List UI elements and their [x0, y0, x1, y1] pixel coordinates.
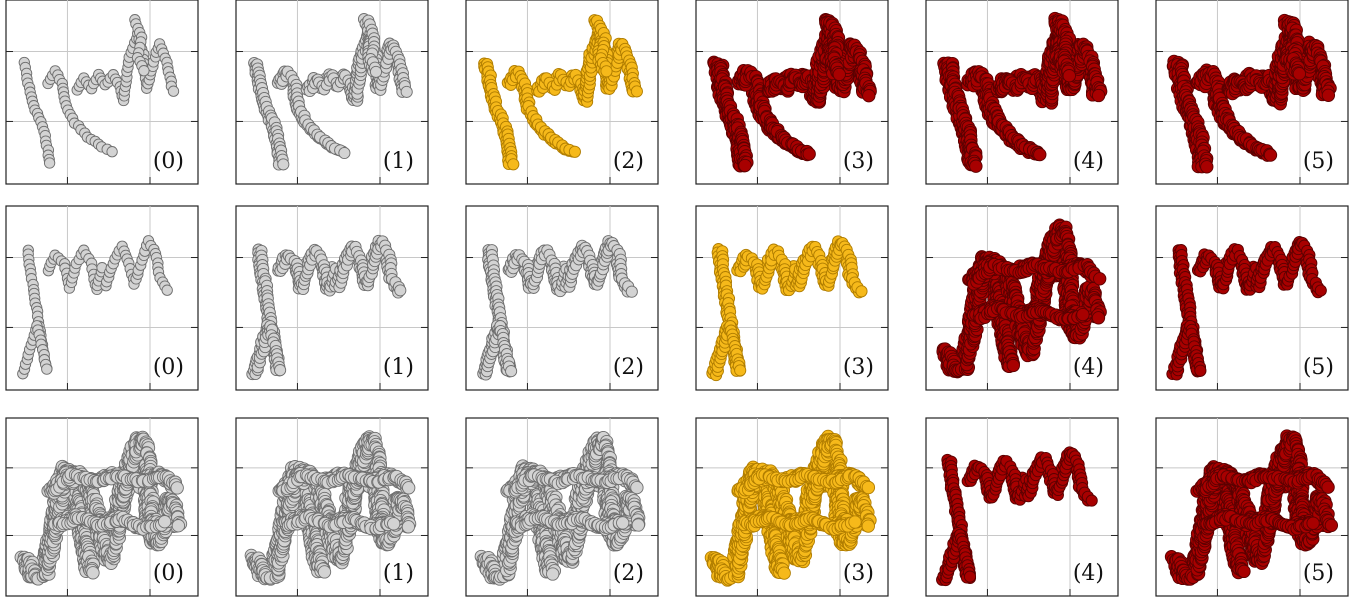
scatter-point [1006, 358, 1020, 373]
panel-frame [5, 0, 199, 185]
scatter-point [1091, 88, 1106, 103]
scatter-point [507, 158, 520, 171]
panel-row1-col3: (3) [695, 205, 889, 391]
panel-label: (4) [1073, 149, 1104, 174]
scatter-point [568, 145, 581, 158]
scatter-point [1062, 69, 1076, 83]
scatter-point [738, 158, 752, 173]
panel-label: (1) [383, 355, 414, 380]
scatter-point [277, 158, 290, 171]
scatter-point [1292, 67, 1307, 81]
scatter-point [734, 364, 747, 377]
panel-label: (5) [1303, 149, 1334, 174]
scatter-point [630, 85, 643, 98]
panel-label: (3) [843, 149, 874, 174]
panel-label: (0) [153, 355, 184, 380]
panel-label: (2) [613, 355, 644, 380]
scatter-point [1200, 160, 1214, 174]
scatter-point [167, 85, 180, 97]
panel-row1-col4: (4) [925, 205, 1119, 391]
scatter-point [43, 157, 56, 169]
panel-row0-col5: (5) [1155, 0, 1349, 185]
scatter-point [832, 67, 846, 82]
scatter-point [625, 285, 638, 298]
panel-row0-col4: (4) [925, 0, 1119, 185]
panel-label: (2) [613, 149, 644, 174]
scatter-point [274, 364, 287, 377]
panel-row0-col2: (2) [465, 0, 659, 185]
scatter-point [855, 285, 868, 298]
scatter-point [802, 147, 816, 161]
scatter-point [369, 65, 383, 78]
scatter-point [1263, 148, 1278, 162]
panel-row1-col1: (1) [235, 205, 429, 391]
panel-row1-col0: (0) [5, 205, 199, 391]
scatter-point [400, 85, 413, 98]
scatter-point [106, 146, 118, 158]
scatter-point [138, 65, 150, 77]
scatter-point [600, 65, 613, 78]
panel-row0-col1: (1) [235, 0, 429, 185]
panel-row0-col3: (3) [695, 0, 889, 185]
scatter-point [338, 146, 351, 160]
panel-label: (1) [383, 149, 414, 174]
scatter-point [1033, 147, 1047, 162]
panel-label: (0) [153, 149, 184, 174]
scatter-point [1321, 88, 1336, 102]
scatter-point [505, 365, 518, 378]
panel-row0-col0: (0) [5, 0, 199, 185]
scatter-point [41, 363, 53, 375]
scatter-point [969, 159, 983, 173]
scatter-point [161, 284, 173, 296]
panel-row1-col2: (2) [465, 205, 659, 391]
scatter-point [394, 284, 407, 297]
scatter-point [862, 89, 876, 103]
panel-label: (3) [843, 355, 874, 380]
